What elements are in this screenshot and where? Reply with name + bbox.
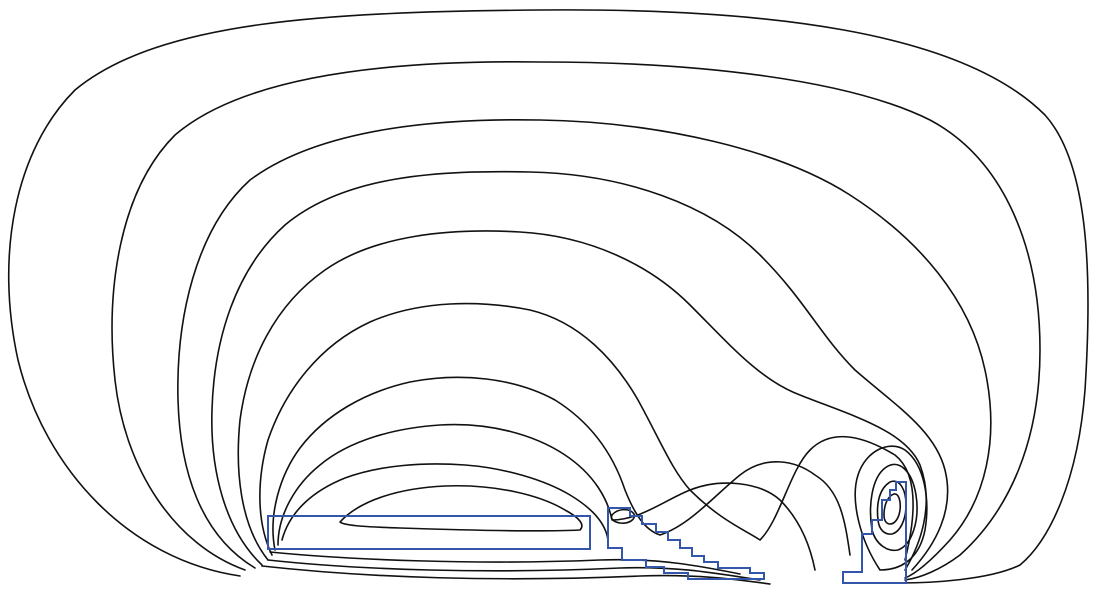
contour-line-5 <box>237 230 927 571</box>
contour-line-9 <box>281 463 609 541</box>
contour-line-8 <box>277 423 816 571</box>
contour-loop-right-4 <box>883 493 902 525</box>
contour-bundle-3 <box>261 565 771 585</box>
region-column <box>842 481 907 584</box>
region-stepped <box>607 507 765 580</box>
contour-loop-small <box>610 508 636 524</box>
contour-line-2 <box>111 61 1041 581</box>
contour-loop-right-2 <box>869 463 918 552</box>
contour-bundle-1 <box>269 551 741 575</box>
region-rectangle <box>267 515 591 550</box>
contour-line-4 <box>211 170 949 571</box>
blue-regions <box>267 481 907 584</box>
contour-loop-right-1 <box>854 445 928 571</box>
contour-line-7 <box>272 376 851 556</box>
contour-lines <box>7 9 1089 585</box>
contour-line-6 <box>259 302 914 561</box>
contour-line-1 <box>7 9 1089 584</box>
contour-line-10 <box>339 484 583 532</box>
contour-bundle-2 <box>267 559 761 581</box>
contour-line-3 <box>177 118 992 579</box>
